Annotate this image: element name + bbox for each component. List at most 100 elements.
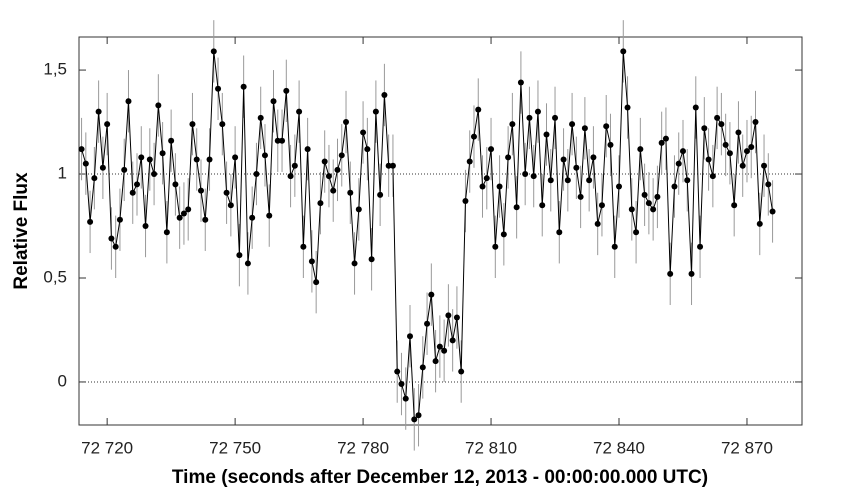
data-point xyxy=(159,150,166,157)
data-point xyxy=(581,125,588,132)
data-point xyxy=(394,368,401,375)
data-point xyxy=(543,131,550,138)
data-point xyxy=(116,216,123,223)
x-tick-label: 72 720 xyxy=(81,438,133,457)
data-point xyxy=(705,156,712,163)
data-point xyxy=(232,154,239,161)
data-point xyxy=(215,85,222,92)
data-point xyxy=(206,156,213,163)
data-point xyxy=(274,137,281,144)
data-point xyxy=(180,210,187,217)
data-point xyxy=(534,108,541,115)
data-point xyxy=(688,270,695,277)
data-point xyxy=(449,337,456,344)
data-point xyxy=(671,183,678,190)
data-point xyxy=(129,189,136,196)
data-point xyxy=(526,114,533,121)
data-point xyxy=(530,173,537,180)
data-point xyxy=(283,87,290,94)
x-tick-label: 72 750 xyxy=(209,438,261,457)
data-point xyxy=(662,135,669,142)
data-point xyxy=(709,173,716,180)
data-point xyxy=(236,252,243,259)
data-point xyxy=(684,177,691,184)
data-point xyxy=(641,191,648,198)
data-point xyxy=(628,206,635,213)
data-point xyxy=(411,416,418,423)
data-point xyxy=(569,121,576,128)
data-point xyxy=(244,260,251,267)
y-tick-label: 0 xyxy=(58,371,67,390)
data-point xyxy=(475,106,482,113)
data-point xyxy=(223,189,230,196)
data-point xyxy=(360,129,367,136)
data-point xyxy=(714,114,721,121)
data-point xyxy=(769,208,776,215)
data-point xyxy=(389,162,396,169)
x-tick-label: 72 810 xyxy=(465,438,517,457)
data-point xyxy=(428,291,435,298)
data-point xyxy=(142,223,149,230)
data-point xyxy=(364,146,371,153)
data-point xyxy=(300,243,307,250)
data-point xyxy=(586,177,593,184)
data-point xyxy=(658,139,665,146)
data-point xyxy=(185,206,192,213)
data-point xyxy=(573,164,580,171)
data-point xyxy=(470,133,477,140)
data-point xyxy=(654,193,661,200)
data-point xyxy=(752,119,759,126)
y-tick-label: 0,5 xyxy=(43,267,67,286)
data-point xyxy=(343,119,350,126)
data-point xyxy=(603,123,610,130)
data-point xyxy=(539,202,546,209)
data-point xyxy=(197,187,204,194)
data-point xyxy=(82,160,89,167)
data-point xyxy=(308,258,315,265)
data-point xyxy=(291,162,298,169)
data-point xyxy=(492,243,499,250)
data-point xyxy=(78,146,85,153)
data-point xyxy=(381,92,388,99)
data-point xyxy=(607,141,614,148)
data-point xyxy=(637,146,644,153)
data-point xyxy=(594,220,601,227)
x-tick-label: 72 780 xyxy=(337,438,389,457)
data-point xyxy=(500,231,507,238)
data-point xyxy=(325,173,332,180)
data-point xyxy=(330,187,337,194)
data-point xyxy=(624,104,631,111)
data-point xyxy=(249,214,256,221)
data-point xyxy=(547,177,554,184)
data-point xyxy=(202,216,209,223)
data-point xyxy=(210,48,217,55)
data-point xyxy=(304,146,311,153)
data-point xyxy=(432,358,439,365)
data-point xyxy=(633,229,640,236)
data-point xyxy=(125,98,132,105)
x-tick-label: 72 870 xyxy=(721,438,773,457)
data-point xyxy=(722,141,729,148)
data-point xyxy=(739,162,746,169)
x-axis-label: Time (seconds after December 12, 2013 - … xyxy=(172,467,708,488)
data-point xyxy=(505,154,512,161)
data-point xyxy=(697,243,704,250)
data-point xyxy=(743,148,750,155)
data-point xyxy=(462,198,469,205)
data-point xyxy=(377,191,384,198)
data-point xyxy=(193,156,200,163)
data-point xyxy=(227,202,234,209)
data-point xyxy=(99,164,106,171)
data-point xyxy=(372,108,379,115)
data-point xyxy=(692,104,699,111)
data-point xyxy=(138,154,145,161)
data-point xyxy=(385,162,392,169)
data-point xyxy=(458,368,465,375)
data-point xyxy=(675,160,682,167)
data-point xyxy=(756,220,763,227)
data-point xyxy=(424,320,431,327)
y-tick-label: 1,5 xyxy=(43,60,67,79)
data-point xyxy=(436,343,443,350)
